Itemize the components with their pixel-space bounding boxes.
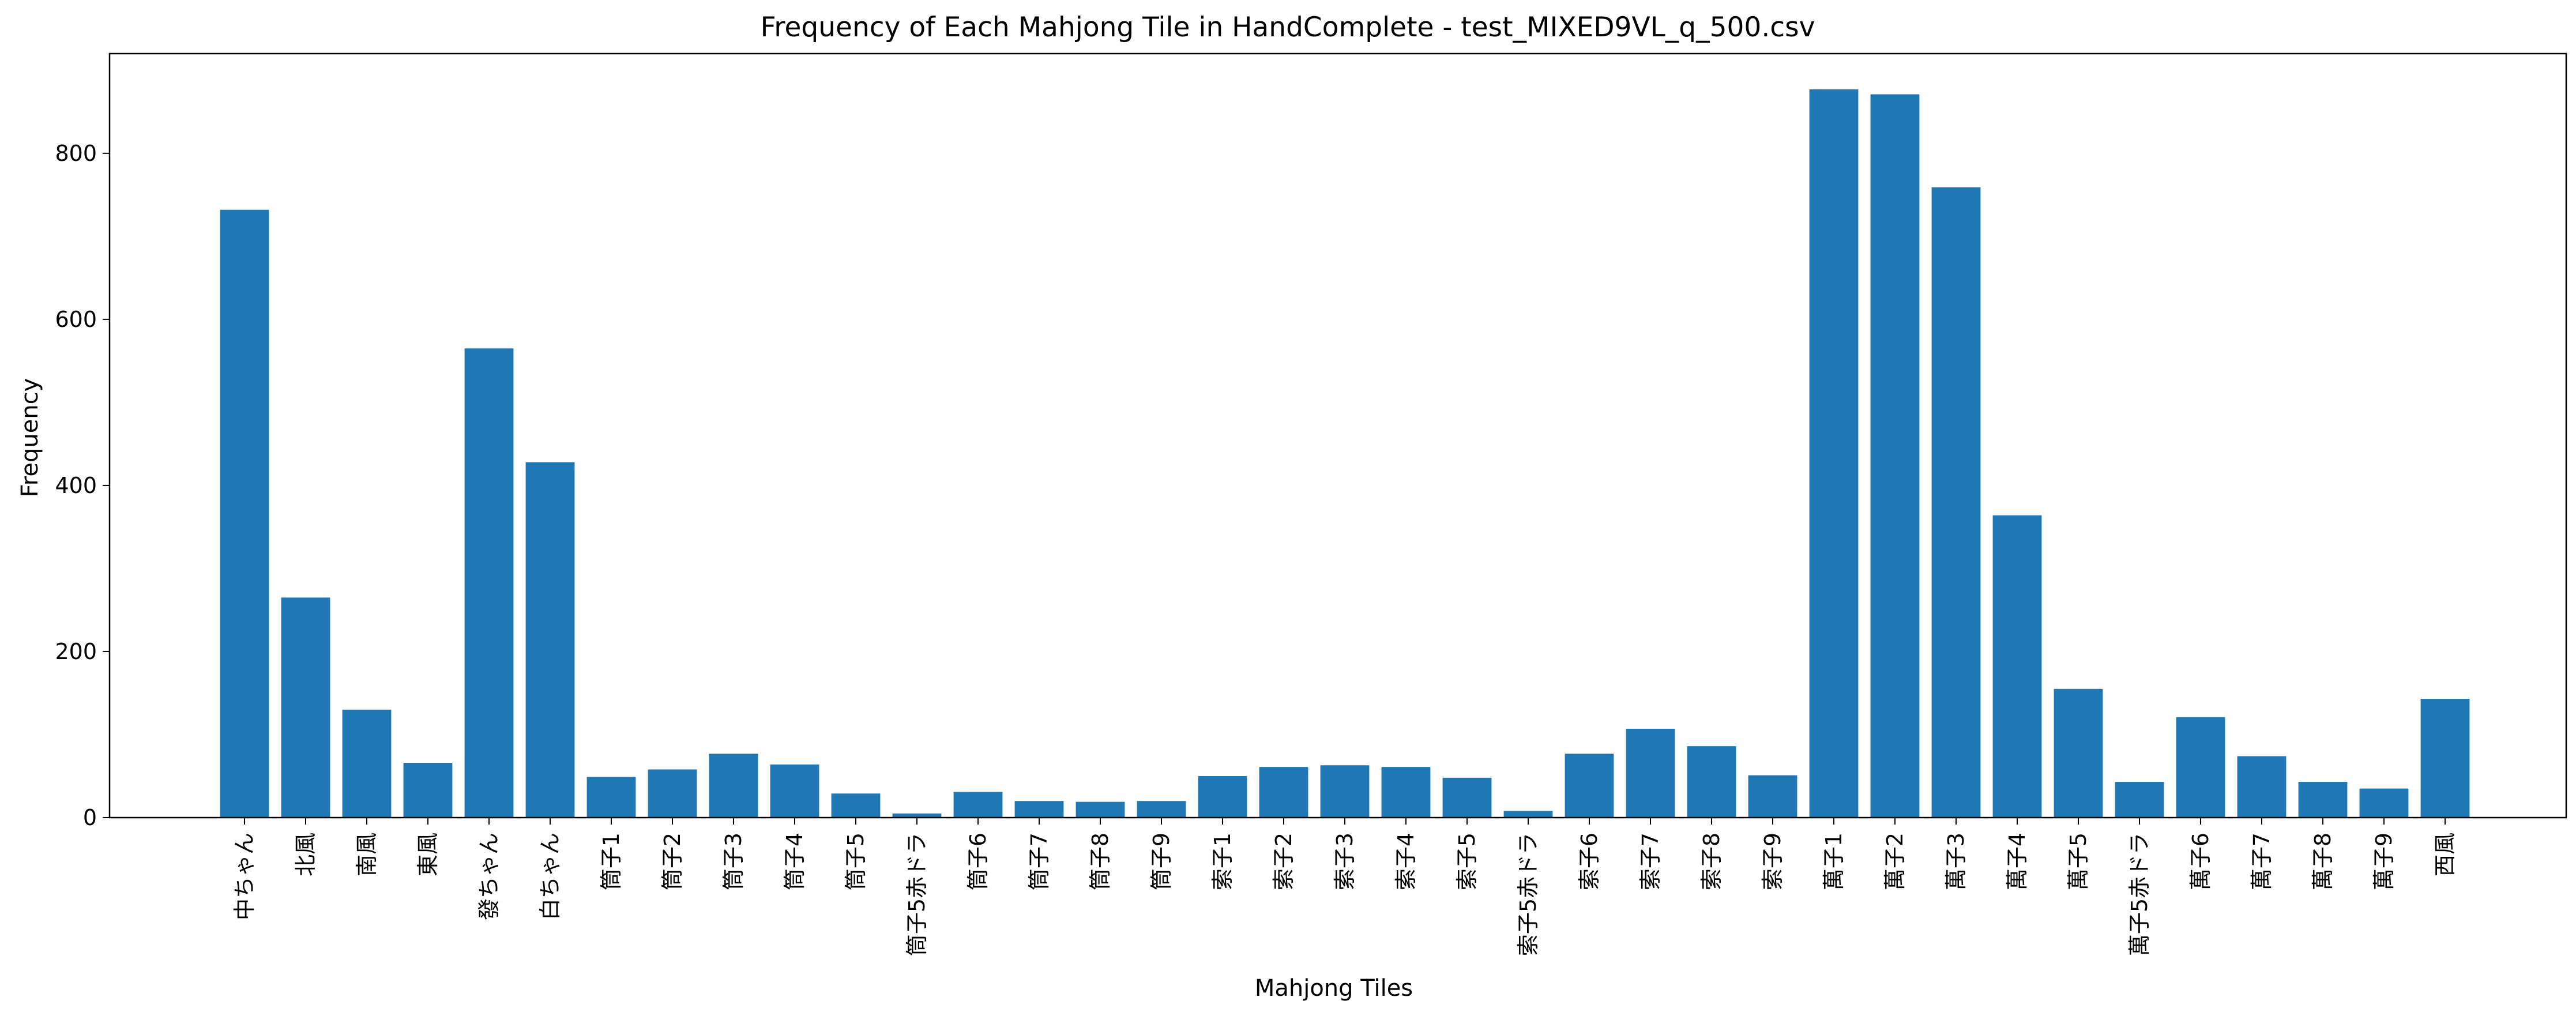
bar-筒子3 <box>709 754 758 818</box>
x-tick-label: 索子1 <box>1210 833 1235 890</box>
x-tick-label: 白ちゃん <box>537 833 563 920</box>
bar-筒子2 <box>648 769 697 818</box>
x-tick-label: 索子8 <box>1699 833 1724 890</box>
x-tick-label: 索子5赤ドラ <box>1515 833 1541 956</box>
bar-索子5赤ドラ <box>1503 811 1553 818</box>
bar-東風 <box>403 762 453 818</box>
x-tick-label: 筒子5 <box>843 833 868 890</box>
bar-索子3 <box>1320 765 1370 818</box>
x-tick-label: 萬子8 <box>2310 833 2336 890</box>
x-tick-label: 筒子8 <box>1088 833 1113 890</box>
x-axis: 中ちゃん 北風 南風 東風 發ちゃん 白ちゃん 筒子1 筒子2 筒子3 筒子4 筒子5 筒子5赤ドラ 筒… <box>232 818 2458 956</box>
bar-南風 <box>342 709 392 818</box>
x-tick-label: 萬子5 <box>2066 833 2091 890</box>
bar-發ちゃん <box>464 348 514 818</box>
x-tick-label: 東風 <box>415 833 441 876</box>
x-tick-label: 筒子1 <box>599 833 624 890</box>
bar-萬子7 <box>2237 756 2287 818</box>
bar-萬子3 <box>1931 187 1981 818</box>
bar-筒子5 <box>831 793 881 818</box>
bar-萬子6 <box>2176 717 2225 818</box>
x-axis-label: Mahjong Tiles <box>1255 975 1413 1002</box>
chart-title: Frequency of Each Mahjong Tile in HandCo… <box>761 12 1815 43</box>
x-tick-label: 北風 <box>293 833 318 876</box>
bar-索子7 <box>1626 728 1675 818</box>
x-tick-label: 索子9 <box>1760 833 1785 890</box>
x-tick-label: 萬子2 <box>1882 833 1908 890</box>
x-tick-label: 萬子4 <box>2005 833 2030 890</box>
x-tick-label: 萬子3 <box>1943 833 1969 890</box>
bar-中ちゃん <box>220 209 269 818</box>
x-tick-label: 筒子7 <box>1026 833 1052 890</box>
y-axis-label: Frequency <box>17 378 43 498</box>
x-tick-label: 筒子3 <box>721 833 746 890</box>
x-tick-label: 萬子1 <box>1821 833 1847 890</box>
y-tick-label: 0 <box>83 805 97 830</box>
x-tick-label: 索子7 <box>1638 833 1663 890</box>
bar-筒子5赤ドラ <box>892 813 942 818</box>
bar-索子4 <box>1381 767 1431 818</box>
bar-萬子1 <box>1809 89 1859 818</box>
bar-筒子1 <box>586 777 636 818</box>
x-tick-label: 萬子6 <box>2188 833 2213 890</box>
y-tick-label: 200 <box>55 639 97 664</box>
bar-筒子8 <box>1075 801 1125 818</box>
bar-索子8 <box>1687 746 1736 818</box>
y-tick-label: 400 <box>55 473 97 498</box>
bar-萬子9 <box>2359 788 2409 818</box>
x-tick-label: 筒子6 <box>965 833 991 890</box>
x-tick-label: 索子5 <box>1454 833 1480 890</box>
x-tick-label: 西風 <box>2432 833 2458 876</box>
bar-筒子6 <box>953 792 1003 818</box>
x-tick-label: 索子4 <box>1393 833 1419 890</box>
bar-萬子4 <box>1992 515 2042 818</box>
y-axis: 0 200 400 600 800 <box>55 141 110 830</box>
y-tick-label: 800 <box>55 141 97 166</box>
bars-group <box>220 89 2470 818</box>
x-tick-label: 索子2 <box>1271 833 1296 890</box>
x-tick-label: 萬子7 <box>2249 833 2274 890</box>
bar-萬子5 <box>2054 688 2103 818</box>
bar-筒子9 <box>1137 801 1186 818</box>
plot-frame <box>108 52 2567 819</box>
x-tick-label: 中ちゃん <box>232 833 257 920</box>
bar-萬子2 <box>1870 94 1920 818</box>
x-tick-label: 南風 <box>354 833 379 876</box>
bar-索子6 <box>1565 754 1614 818</box>
bar-索子5 <box>1442 777 1492 818</box>
bar-西風 <box>2420 699 2470 818</box>
x-tick-label: 索子3 <box>1332 833 1357 890</box>
bar-筒子4 <box>770 764 819 818</box>
bar-北風 <box>281 597 330 818</box>
bar-筒子7 <box>1014 801 1064 818</box>
x-tick-label: 筒子9 <box>1149 833 1174 890</box>
x-tick-label: 筒子2 <box>660 833 685 890</box>
x-tick-label: 筒子4 <box>782 833 807 890</box>
bar-萬子8 <box>2298 782 2348 818</box>
bar-索子1 <box>1198 776 1247 818</box>
bar-索子2 <box>1259 767 1308 818</box>
x-tick-label: 索子6 <box>1577 833 1602 890</box>
bar-萬子5赤ドラ <box>2115 782 2164 818</box>
bar-白ちゃん <box>525 462 575 818</box>
bar-索子9 <box>1748 775 1797 818</box>
x-tick-label: 萬子5赤ドラ <box>2127 833 2152 956</box>
x-tick-label: 發ちゃん <box>476 833 502 920</box>
x-tick-label: 筒子5赤ドラ <box>904 833 930 956</box>
x-tick-label: 萬子9 <box>2371 833 2397 890</box>
y-tick-label: 600 <box>55 307 97 332</box>
